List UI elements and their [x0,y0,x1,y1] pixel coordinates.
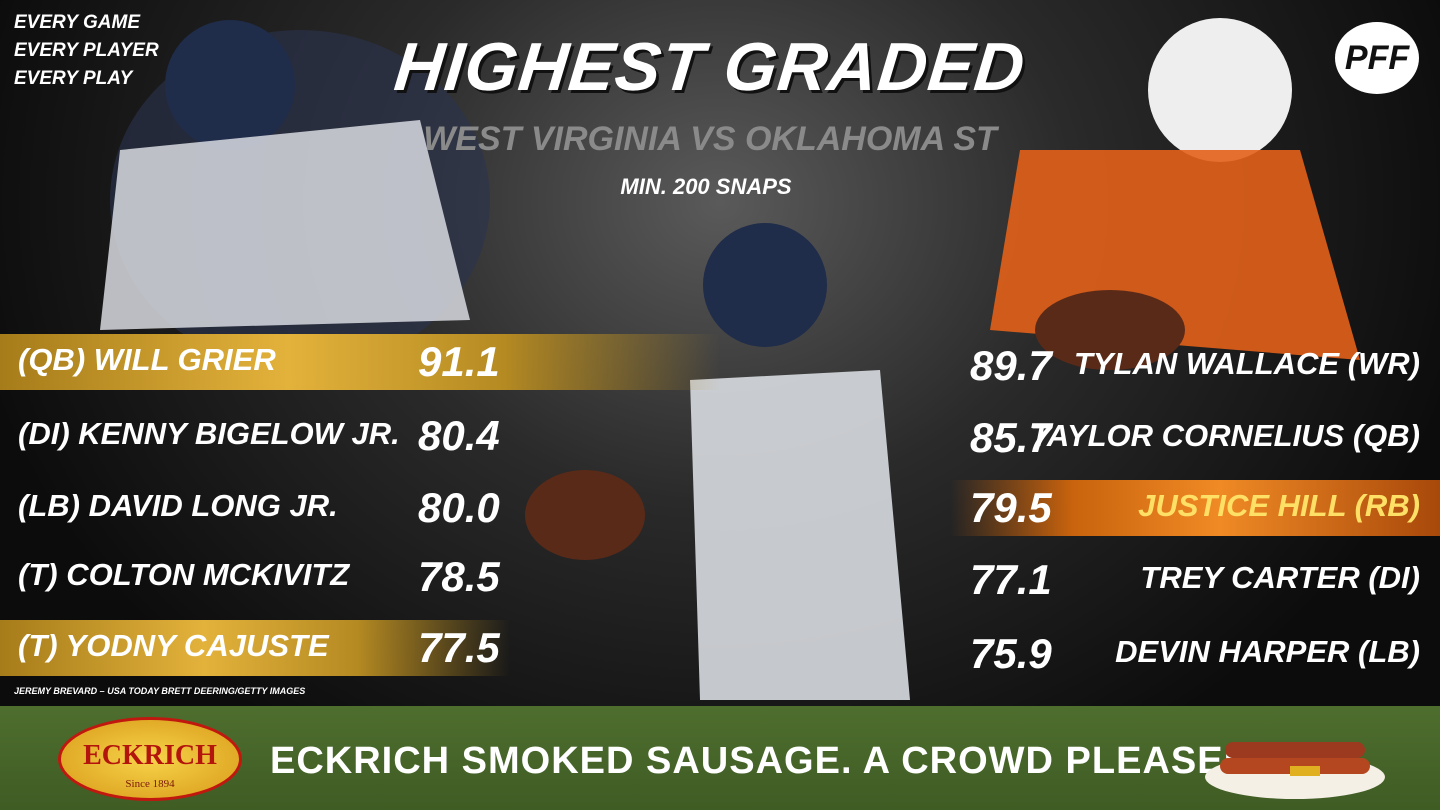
player-name: (T) YODNY CAJUSTE [18,628,329,663]
photo-credits: JEREMY BREVARD – USA TODAY BRETT DEERING… [14,686,306,696]
tagline: EVERY PLAY [14,68,133,89]
player-name: (T) COLTON MCKIVITZ [18,557,350,592]
player-row: 75.9 DEVIN HARPER (LB) [950,626,1440,682]
player-row: (T) YODNY CAJUSTE 77.5 [0,620,510,676]
player-row: 77.1 TREY CARTER (DI) [950,552,1440,608]
title: HIGHEST GRADED [391,29,1029,105]
brand-since: Since 1894 [125,778,175,790]
logo: PFF [1335,22,1419,94]
player-grade: 79.5 [970,484,1052,531]
player-grade: 89.7 [970,342,1052,389]
food-image [1205,742,1385,799]
player-grade: 78.5 [418,553,500,600]
subtitle: WEST VIRGINIA VS OKLAHOMA ST [423,120,997,158]
player-row: 85.7 TAYLOR CORNELIUS (QB) [950,410,1440,466]
player-art [100,18,1360,700]
player-name: (LB) DAVID LONG JR. [18,488,338,523]
player-name: DEVIN HARPER (LB) [1115,634,1420,669]
player-name: TREY CARTER (DI) [1140,560,1420,595]
player-grade: 85.7 [970,414,1052,461]
player-grade: 77.5 [418,624,500,671]
player-grade: 80.4 [418,412,500,459]
player-grade: 91.1 [418,338,500,385]
brand-badge[interactable] [58,717,242,801]
player-name: JUSTICE HILL (RB) [1138,488,1420,523]
player-row: (T) COLTON MCKIVITZ 78.5 [0,549,520,605]
player-row: (DI) KENNY BIGELOW JR. 80.4 [0,408,520,464]
player-grade: 80.0 [418,484,500,531]
player-grade: 77.1 [970,556,1052,603]
tagline: EVERY PLAYER [14,40,159,61]
player-row: 79.5 JUSTICE HILL (RB) [950,480,1440,536]
tagline: EVERY GAME [14,12,141,33]
brand-name[interactable]: ECKRICH [83,740,217,771]
note: MIN. 200 SNAPS [620,174,792,199]
player-name: TAYLOR CORNELIUS (QB) [1030,418,1420,453]
player-row: (QB) WILL GRIER 91.1 [0,334,720,390]
player-row: 89.7 TYLAN WALLACE (WR) [950,338,1440,394]
player-name: (QB) WILL GRIER [18,342,276,377]
player-name: TYLAN WALLACE (WR) [1073,346,1420,381]
player-row: (LB) DAVID LONG JR. 80.0 [0,480,520,536]
player-name: (DI) KENNY BIGELOW JR. [18,416,400,451]
ad-text[interactable]: ECKRICH SMOKED SAUSAGE. A CROWD PLEASER. [270,740,1264,782]
player-grade: 75.9 [970,630,1052,677]
